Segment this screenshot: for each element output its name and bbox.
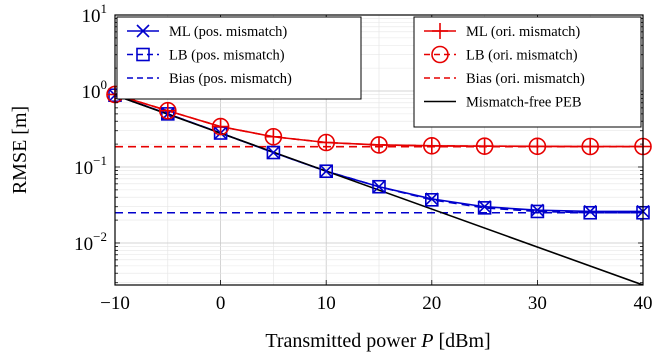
- legend-marker: [136, 47, 150, 62]
- data-point-3-5: [371, 136, 387, 153]
- data-point-1-9: [583, 205, 598, 220]
- data-point-1-3: [266, 145, 281, 160]
- y-axis-label: RMSE [m]: [9, 106, 31, 194]
- legend-label: ML (pos. mismatch): [169, 24, 287, 40]
- legend-marker: [431, 45, 449, 64]
- square-marker-shape: [372, 179, 386, 194]
- series-line-4: [115, 93, 643, 148]
- data-point-3-2: [212, 118, 229, 135]
- data-point-1-5: [372, 179, 386, 194]
- data-point-4-4: [317, 133, 336, 152]
- data-point-1-4: [319, 164, 334, 179]
- circle-marker-shape: [581, 137, 600, 156]
- y-tick-label: 10−1: [74, 153, 107, 179]
- x-marker-stroke: [372, 180, 386, 194]
- x-tick-label: 30: [528, 293, 547, 314]
- x-tick-label: −10: [100, 293, 130, 314]
- circle-marker-shape: [211, 117, 230, 136]
- data-point-1-7: [477, 201, 492, 215]
- data-point-3-9: [582, 138, 599, 155]
- square-marker-shape: [136, 47, 150, 62]
- legend-left: ML (pos. mismatch) LB (pos. mismatch) Bias…: [116, 16, 362, 100]
- circle-marker-shape: [528, 137, 547, 156]
- circle-marker-shape: [475, 137, 494, 155]
- data-point-3-6: [423, 137, 440, 154]
- legend-label: Bias (pos. mismatch): [169, 71, 292, 87]
- data-point-1-8: [530, 204, 545, 219]
- x-tick-label: 10: [317, 293, 336, 314]
- legend-label: ML (ori. mismatch): [466, 24, 580, 40]
- data-point-4-2: [211, 117, 230, 136]
- x-tick-label: 40: [634, 293, 653, 314]
- circle-marker-shape: [422, 137, 441, 155]
- legend-label: LB (pos. mismatch): [169, 48, 285, 64]
- data-point-3-3: [265, 128, 282, 145]
- series-line-6: [115, 94, 643, 285]
- legend-marker: [432, 23, 448, 39]
- square-marker-shape: [477, 201, 492, 215]
- plot-frame: [114, 14, 644, 286]
- data-point-4-1: [159, 101, 177, 120]
- data-point-0-4: [319, 164, 333, 178]
- x-marker-stroke: [319, 164, 333, 178]
- square-marker-shape: [530, 204, 545, 219]
- data-point-4-6: [422, 137, 441, 155]
- legend-marker: [136, 24, 150, 38]
- data-point-3-8: [529, 138, 546, 155]
- x-marker-stroke: [266, 145, 280, 160]
- legend-label: Bias (ori. mismatch): [466, 71, 585, 87]
- data-point-4-8: [528, 137, 547, 156]
- x-tick-label: 0: [216, 293, 226, 314]
- data-point-4-7: [475, 137, 494, 155]
- legend-box: [413, 16, 642, 128]
- data-point-0-7: [478, 200, 492, 214]
- circle-marker-shape: [317, 133, 336, 152]
- y-tick-label: 10−2: [74, 229, 107, 255]
- data-point-4-3: [264, 127, 283, 146]
- square-marker-shape: [319, 164, 334, 179]
- data-point-0-3: [266, 145, 280, 160]
- legend-label: Mismatch-free PEB: [466, 95, 582, 111]
- square-marker-shape: [266, 145, 281, 160]
- data-point-4-5: [370, 136, 388, 154]
- x-tick-label: 20: [422, 293, 441, 314]
- data-point-3-7: [476, 138, 493, 155]
- x-marker-stroke: [478, 200, 492, 214]
- circle-marker-shape: [370, 136, 388, 154]
- circle-marker-shape: [159, 101, 177, 120]
- data-point-3-1: [159, 102, 176, 119]
- data-point-4-9: [581, 137, 600, 156]
- x-axis-label: Transmitted power P [dBm]: [265, 330, 490, 352]
- data-point-0-5: [372, 180, 386, 194]
- y-tick-label: 101: [82, 1, 108, 27]
- circle-marker-shape: [264, 127, 283, 146]
- x-marker-stroke: [136, 24, 150, 38]
- data-point-1-6: [424, 193, 439, 207]
- legend-right: ML (ori. mismatch) LB (ori. mismatch) Bias…: [413, 16, 642, 128]
- x-marker-stroke: [425, 192, 439, 206]
- legend-label: LB (ori. mismatch): [466, 48, 578, 64]
- square-marker-shape: [424, 193, 439, 207]
- data-point-3-4: [318, 134, 335, 151]
- y-tick-label: 100: [82, 77, 108, 103]
- square-marker-shape: [583, 205, 598, 220]
- data-point-0-6: [425, 192, 439, 206]
- circle-marker-shape: [431, 45, 449, 64]
